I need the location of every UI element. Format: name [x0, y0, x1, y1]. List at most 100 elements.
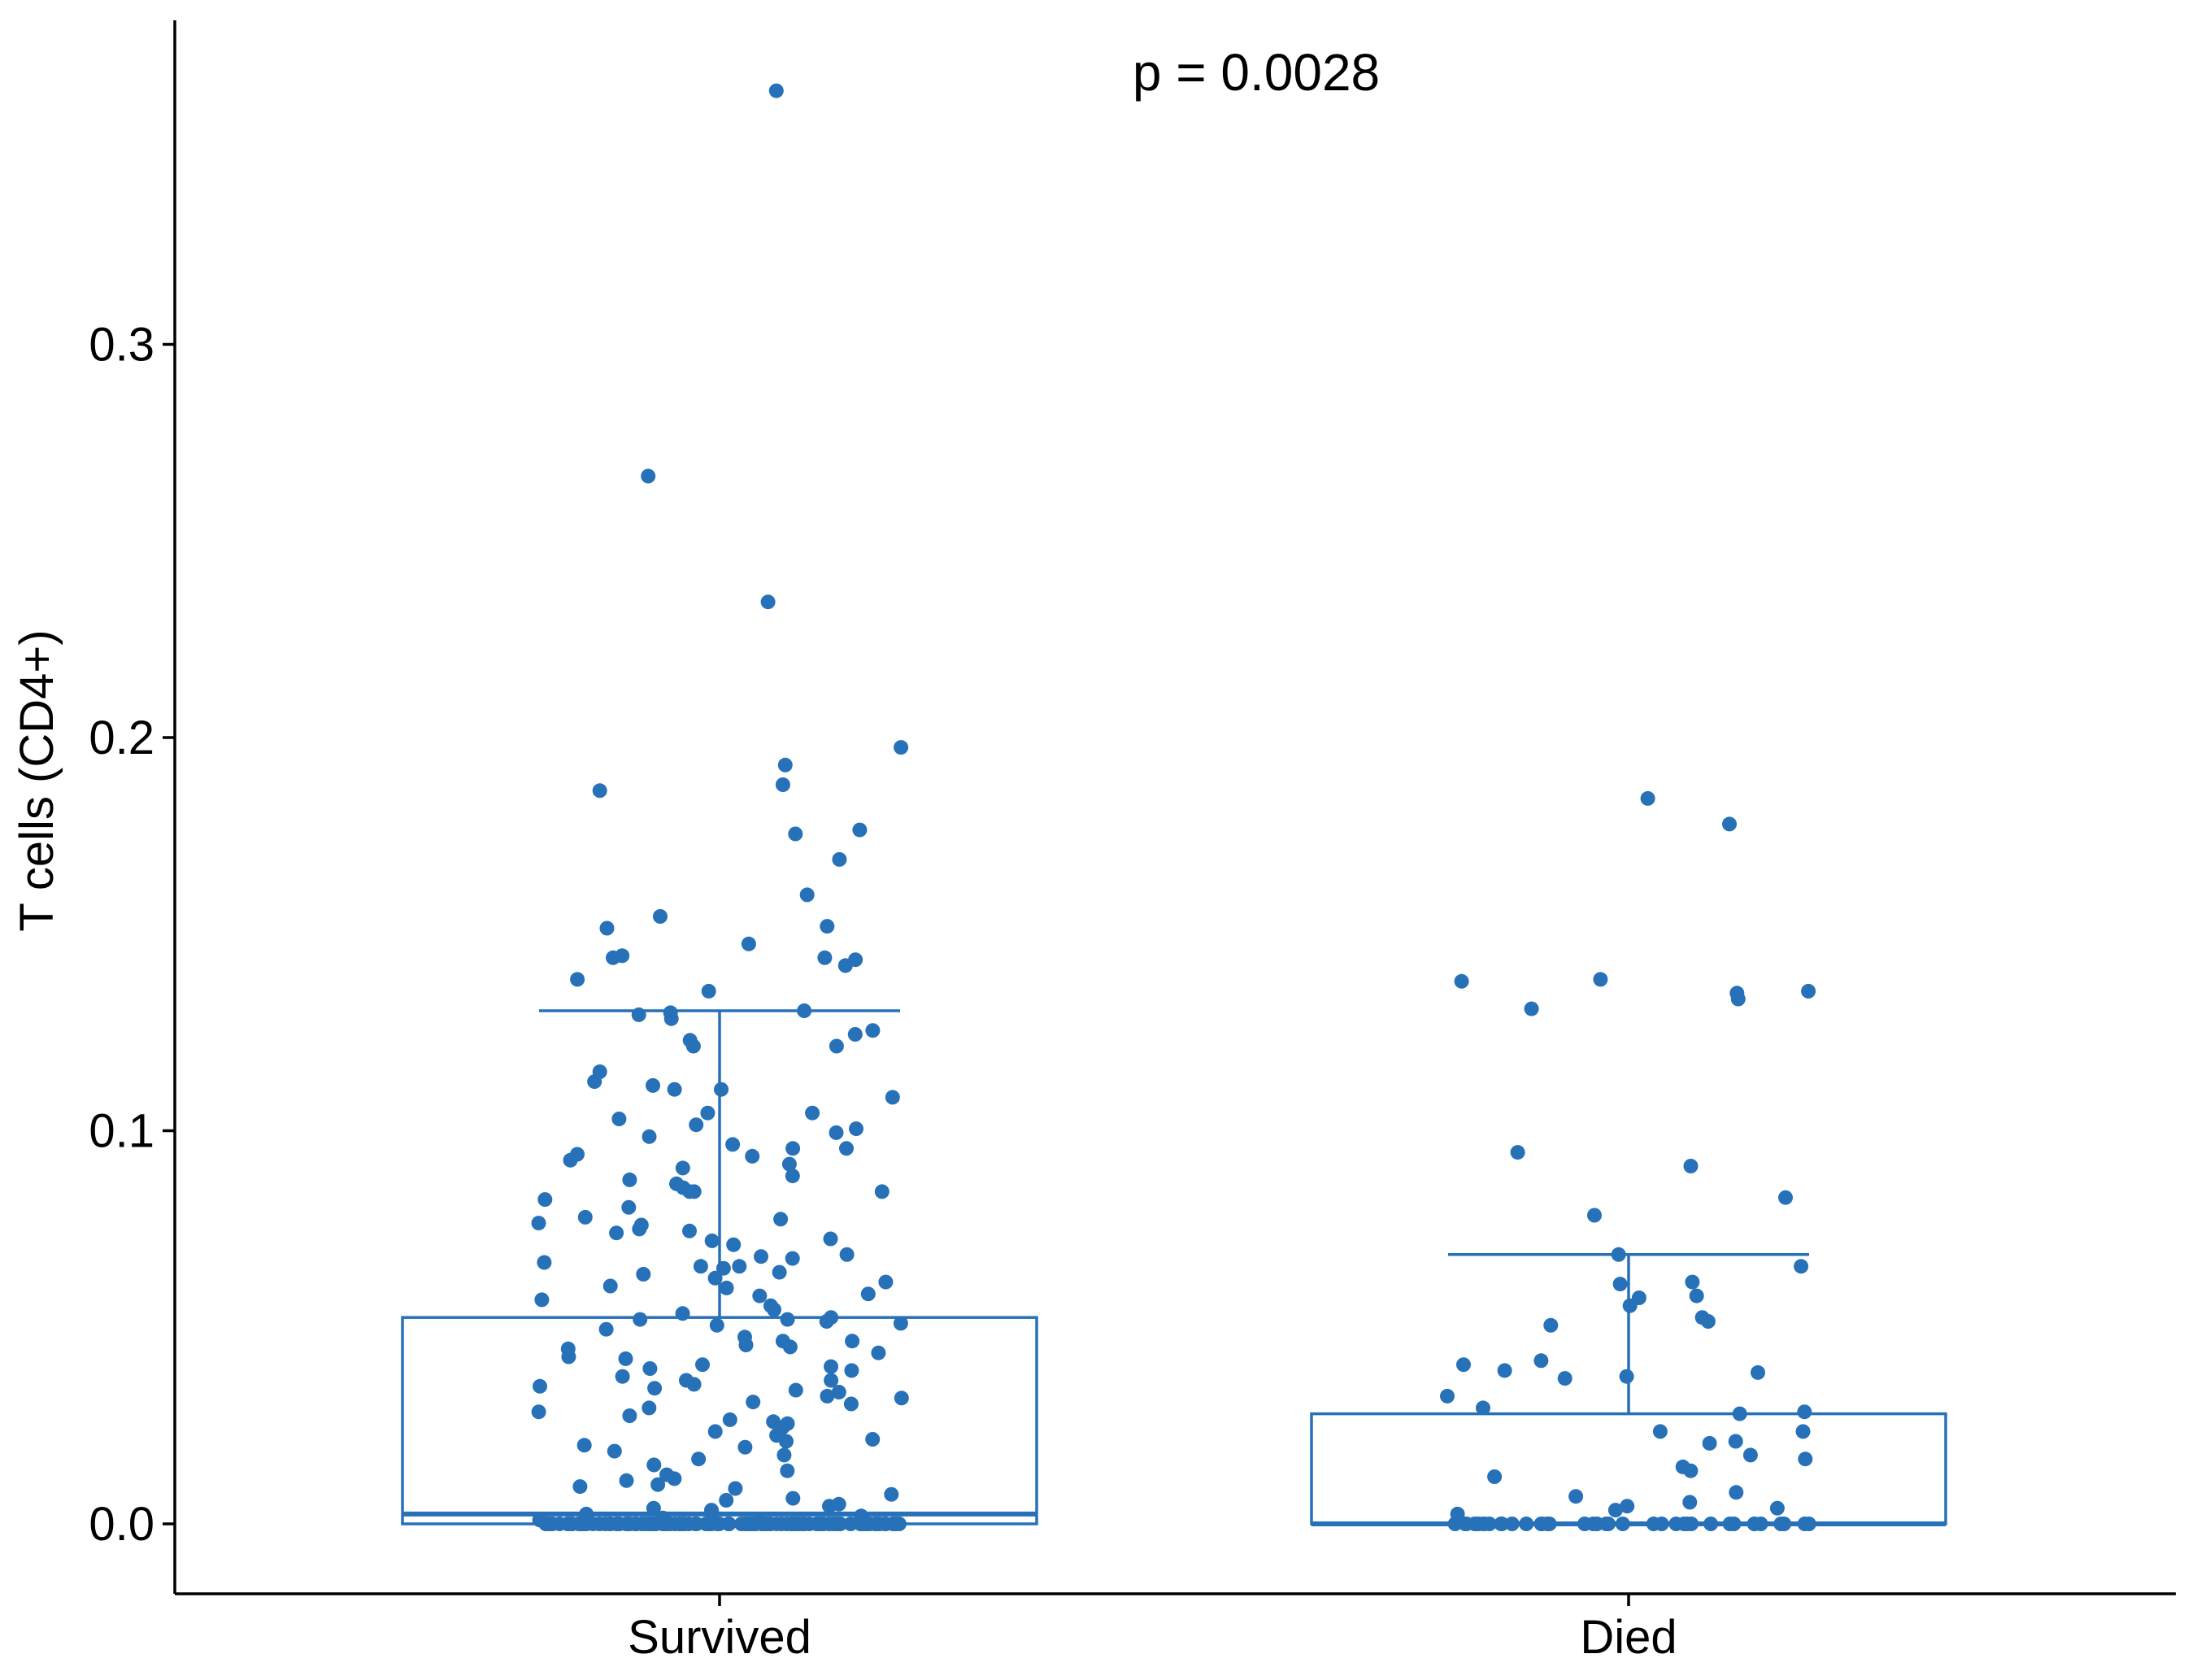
data-point: [839, 1247, 855, 1262]
data-point: [642, 1400, 657, 1416]
data-point: [711, 1517, 727, 1531]
data-point: [1612, 1277, 1628, 1292]
data-point: [668, 1517, 683, 1531]
data-point: [817, 950, 833, 965]
data-point: [785, 1141, 801, 1156]
data-point: [1615, 1517, 1630, 1531]
data-point: [1524, 1001, 1539, 1016]
data-point: [831, 1385, 846, 1399]
data-point: [572, 1517, 587, 1531]
data-point: [1703, 1517, 1719, 1531]
data-point: [832, 851, 847, 867]
data-point: [1794, 1259, 1809, 1274]
data-point: [585, 1517, 601, 1531]
data-point: [1729, 1485, 1744, 1500]
data-point: [1568, 1489, 1584, 1504]
data-point: [785, 1251, 800, 1266]
data-point: [785, 1491, 801, 1506]
data-point: [686, 1377, 702, 1392]
data-point: [1680, 1517, 1695, 1531]
data-point: [576, 1438, 592, 1453]
data-point: [738, 1338, 754, 1352]
data-point: [599, 921, 615, 936]
data-point: [675, 1160, 690, 1176]
data-point: [701, 983, 716, 999]
data-point: [874, 1184, 890, 1199]
data-point: [1702, 1435, 1717, 1451]
data-point: [746, 1395, 761, 1410]
data-point: [820, 919, 835, 934]
data-point: [636, 1267, 651, 1282]
data-point: [1682, 1495, 1698, 1510]
data-point: [1577, 1517, 1592, 1531]
data-point: [760, 594, 776, 610]
data-point: [823, 1231, 838, 1247]
x-tick-label-died: Died: [1580, 1611, 1677, 1664]
x-axis-ticks: Survived Died: [628, 1594, 1677, 1664]
data-point: [544, 1517, 559, 1531]
data-point: [533, 1378, 547, 1394]
data-point: [782, 1339, 798, 1355]
data-point: [1458, 1517, 1473, 1531]
data-point: [860, 1286, 876, 1302]
data-point: [779, 1434, 794, 1449]
data-point: [871, 1345, 886, 1360]
data-point: [647, 1381, 663, 1396]
data-point: [797, 1003, 812, 1018]
data-point: [1454, 973, 1469, 989]
data-point: [667, 1082, 682, 1097]
data-point: [714, 1082, 729, 1097]
data-point: [1751, 1364, 1765, 1380]
data-point: [587, 1074, 602, 1090]
data-point: [815, 1517, 830, 1531]
data-point: [653, 909, 668, 924]
data-point: [728, 1481, 743, 1496]
data-point: [1722, 816, 1737, 832]
data-point: [1773, 1517, 1789, 1531]
data-point: [704, 1233, 720, 1248]
y-tick-label: 0.1: [89, 1105, 154, 1158]
data-point: [1769, 1500, 1785, 1516]
data-point: [642, 1129, 657, 1144]
data-point: [642, 1361, 658, 1376]
data-point: [1797, 1404, 1812, 1420]
data-point: [618, 1351, 633, 1366]
data-point: [805, 1105, 820, 1121]
data-point: [1487, 1469, 1503, 1484]
data-point: [829, 1038, 844, 1054]
data-point: [752, 1288, 768, 1304]
data-point: [611, 1112, 627, 1126]
data-point: [663, 1011, 679, 1026]
data-point: [1730, 991, 1746, 1007]
data-point: [1543, 1317, 1559, 1333]
data-point: [1542, 1517, 1557, 1531]
data-point: [700, 1105, 716, 1121]
data-point: [563, 1152, 578, 1168]
data-point: [686, 1184, 702, 1199]
data-point: [707, 1424, 723, 1439]
data-point: [1801, 983, 1816, 999]
data-point: [860, 1517, 876, 1531]
data-point: [633, 1312, 648, 1327]
data-point: [1689, 1288, 1704, 1304]
data-point: [1510, 1145, 1525, 1160]
data-point: [877, 1517, 892, 1531]
data-point: [894, 740, 909, 755]
data-point: [609, 1225, 624, 1241]
data-point: [631, 1007, 646, 1022]
data-point: [1742, 1447, 1758, 1463]
data-point: [754, 1249, 768, 1264]
data-point: [1440, 1388, 1455, 1404]
data-point: [744, 1517, 759, 1531]
data-point: [607, 1443, 622, 1459]
data-point: [757, 1517, 772, 1531]
data-point: [847, 1027, 863, 1042]
data-point: [675, 1306, 690, 1321]
data-point: [829, 1125, 844, 1140]
data-point: [1747, 1517, 1762, 1531]
data-point: [704, 1504, 720, 1520]
data-point: [646, 1077, 660, 1093]
data-point: [619, 1473, 634, 1488]
data-point: [1795, 1424, 1811, 1439]
